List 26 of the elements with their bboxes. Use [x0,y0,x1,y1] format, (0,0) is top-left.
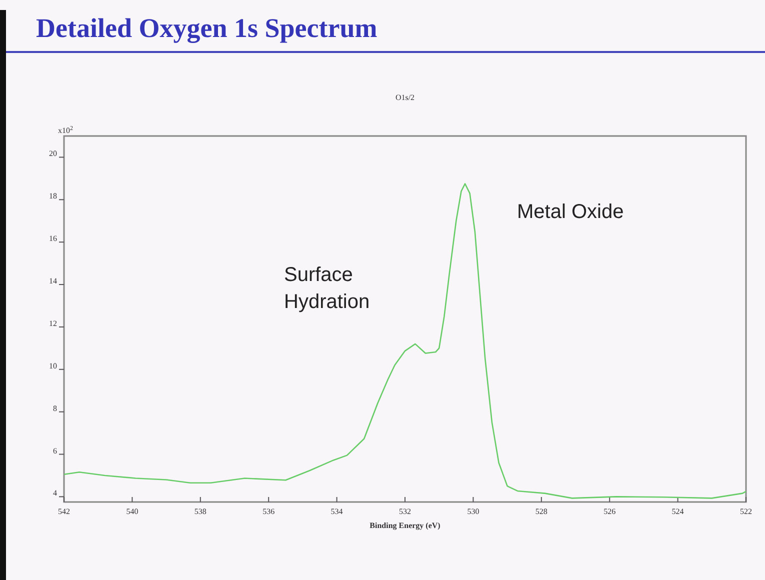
y-tick-label: 18 [49,192,57,201]
x-tick-label: 534 [330,507,343,516]
y-tick-label: 6 [53,446,57,456]
x-tick-label: 528 [535,507,548,516]
x-tick-label: 538 [194,507,206,516]
x-tick-label: 540 [126,507,138,516]
y-tick-label: 20 [49,149,57,158]
annotation: Metal Oxide [517,201,624,223]
chart-subtitle: O1s/2 [395,93,415,102]
x-axis-title: Binding Energy (eV) [370,521,441,530]
y-axis-title: x10$^{2}$ [58,126,73,135]
x-tick-label: 542 [58,507,70,516]
y-tick-label: 4 [53,488,57,498]
x-tick-label: 526 [604,507,616,516]
y-tick-label: 8 [53,404,57,413]
x-tick-label: 532 [399,507,411,516]
chart-title: Detailed Oxygen 1s Spectrum [36,13,378,43]
y-tick-label: 14 [49,276,57,286]
x-tick-label: 522 [740,507,752,516]
x-tick-label: 536 [262,507,275,516]
y-tick-label: 10 [49,361,57,370]
x-tick-label: 530 [467,507,480,516]
y-tick-label: 12 [49,318,57,328]
annotation: Surface Hydration [284,264,370,313]
x-tick-label: 524 [672,507,684,516]
y-tick-label: 16 [49,234,57,244]
